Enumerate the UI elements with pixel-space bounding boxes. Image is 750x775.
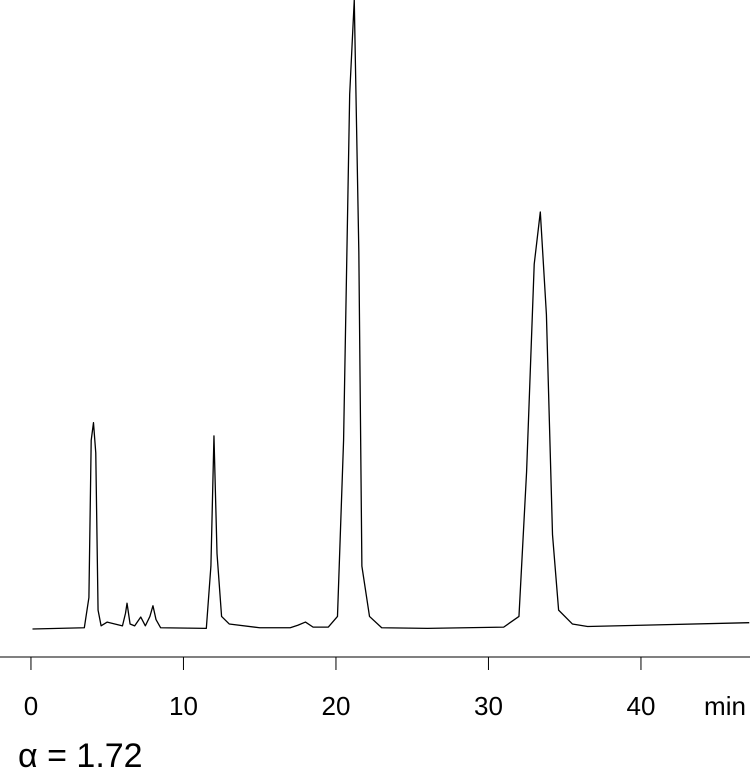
x-tick-label: 0 bbox=[24, 691, 38, 721]
x-tick-label: 30 bbox=[474, 691, 503, 721]
x-tick-label: 20 bbox=[321, 691, 350, 721]
x-axis-label: min bbox=[704, 691, 746, 721]
x-tick-label: 10 bbox=[169, 691, 198, 721]
chromatogram-trace bbox=[32, 0, 750, 630]
x-tick-label: 40 bbox=[627, 691, 656, 721]
annotation: α = 1.72 bbox=[18, 737, 143, 775]
